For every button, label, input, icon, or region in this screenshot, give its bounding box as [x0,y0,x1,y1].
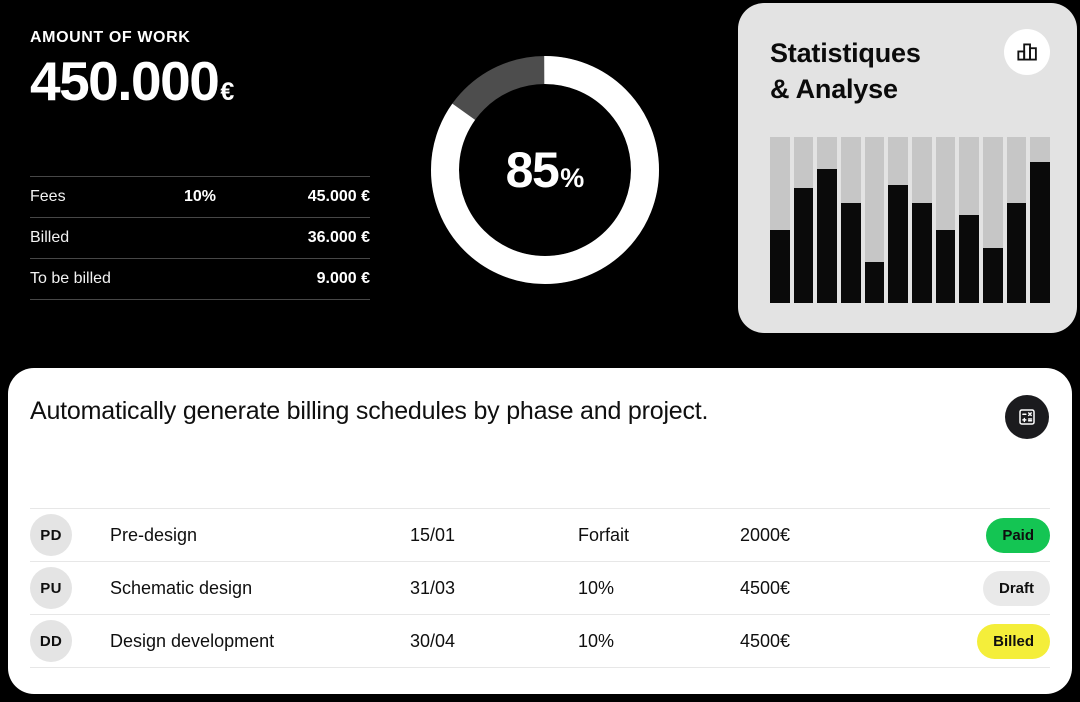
phase-avatar: DD [30,620,72,662]
statistics-title: Statistiques & Analyse [770,35,921,107]
bar [888,137,909,303]
donut-chart [431,56,659,284]
summary-row-label: To be billed [30,270,111,287]
total-amount-value: 450.000 [30,50,220,112]
phase-name: Design development [110,630,275,651]
phase-date: 15/01 [410,524,456,545]
bar-fill [841,203,861,303]
donut-arc [431,56,659,284]
bar-fill [817,168,838,303]
donut-percent-value: 85 [505,142,560,198]
bar-fill [959,215,980,303]
bar [770,137,790,303]
calculator-icon-button[interactable] [1005,395,1049,439]
phase-date: 30/04 [410,630,456,651]
bar-fill [888,185,909,303]
phase-initials: PU [40,579,62,597]
progress-donut: 85 % [429,54,661,286]
bar [959,137,980,303]
summary-row: Fees 10% 45.000 € [30,176,370,217]
billing-table: PD Pre-design 15/01 Forfait 2000€ Paid P… [30,508,1050,668]
bar-fill [793,188,814,303]
billing-card: Automatically generate billing schedules… [8,368,1072,694]
statistics-card: Statistiques & Analyse [738,3,1077,333]
mini-bar-chart [770,137,1051,303]
bar-fill [770,229,790,303]
bar-fill [1006,203,1027,303]
phase-initials: DD [39,632,63,650]
bar-fill [935,229,956,303]
phase-amount: 2000€ [740,524,791,545]
status-badge[interactable]: Draft [982,570,1050,606]
summary-row-label: Fees [30,188,66,205]
total-amount: 450.000€ [30,54,234,109]
phase-amount: 4500€ [740,630,791,651]
calculator-icon [1019,409,1035,425]
billing-heading: Automatically generate billing schedules… [30,397,709,425]
billing-row[interactable]: PD Pre-design 15/01 Forfait 2000€ Paid [30,508,1050,561]
phase-name: Pre-design [110,524,198,545]
phase-terms: Forfait [578,524,630,545]
summary-row-value: 36.000 € [307,229,370,246]
donut-percent-unit: % [560,163,585,193]
bar [912,137,932,303]
bar [864,137,885,303]
summary-row-rate: 10% [183,188,217,205]
summary-row-value: 45.000 € [307,188,370,205]
billing-row[interactable]: DD Design development 30/04 10% 4500€ Bi… [30,614,1050,667]
donut-label: 85 % [429,54,661,286]
bar [983,137,1003,303]
phase-terms: 10% [578,577,615,598]
phase-name: Schematic design [110,577,253,598]
bar [1006,137,1027,303]
summary-row: To be billed 9.000 € [30,258,370,299]
bar-fill [912,203,932,303]
phase-date: 31/03 [410,577,456,598]
amount-of-work-panel: AMOUNT OF WORK 450.000€ Fees 10% 45.000 … [30,0,370,340]
phase-avatar: PU [30,567,72,609]
bar [841,137,861,303]
status-badge[interactable]: Paid [986,517,1050,553]
phase-terms: 10% [578,630,615,651]
status-badge[interactable]: Billed [977,623,1050,659]
bar [793,137,814,303]
bar [1030,137,1051,303]
bar-fill [864,261,885,303]
currency-symbol: € [220,78,235,106]
bar-fill [1030,161,1051,303]
summary-row: Billed 36.000 € [30,217,370,258]
bar-fill [983,248,1003,303]
bar [817,137,838,303]
statistics-title-line2: & Analyse [770,74,898,104]
summary-row-label: Billed [30,229,70,246]
phase-avatar: PD [30,514,72,556]
statistics-title-line1: Statistiques [770,38,921,68]
bar [935,137,956,303]
bar-chart-icon-button[interactable] [1004,29,1050,75]
billing-row[interactable]: PU Schematic design 31/03 10% 4500€ Draf… [30,561,1050,614]
phase-initials: PD [40,526,62,544]
bar-chart-icon [1017,43,1037,61]
summary-row-value: 9.000 € [316,270,370,287]
amount-of-work-label: AMOUNT OF WORK [30,29,191,46]
work-summary-table: Fees 10% 45.000 € Billed 36.000 € To be … [30,176,370,300]
phase-amount: 4500€ [740,577,791,598]
